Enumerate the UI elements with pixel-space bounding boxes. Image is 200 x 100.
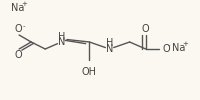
Text: N: N bbox=[57, 37, 65, 47]
Text: H: H bbox=[57, 32, 65, 42]
Text: -: - bbox=[23, 23, 25, 29]
Text: Na: Na bbox=[11, 3, 24, 13]
Text: Na: Na bbox=[171, 43, 184, 53]
Text: OH: OH bbox=[82, 67, 96, 77]
Text: N: N bbox=[105, 44, 113, 54]
Text: O: O bbox=[14, 24, 22, 34]
Text: O: O bbox=[14, 50, 22, 60]
Text: O: O bbox=[141, 24, 149, 34]
Text: O: O bbox=[162, 44, 170, 54]
Text: -: - bbox=[166, 42, 169, 48]
Text: +: + bbox=[181, 41, 187, 47]
Text: +: + bbox=[21, 1, 27, 7]
Text: H: H bbox=[105, 38, 113, 48]
